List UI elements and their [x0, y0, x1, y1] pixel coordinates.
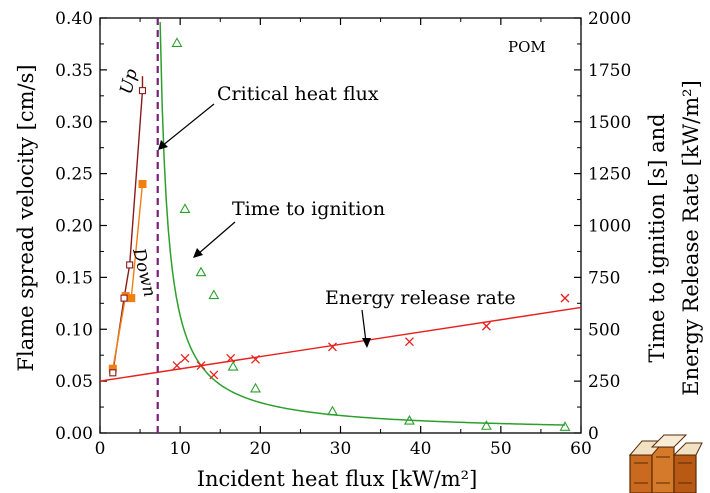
energy-release-marker-stroke [196, 361, 206, 371]
y-left-tick-label: 0.40 [55, 9, 93, 29]
y-axis-left-title: Flame spread velocity [cm/s] [14, 64, 38, 371]
energy-release-marker [180, 353, 190, 363]
up-marker [138, 87, 147, 95]
energy-release-arrowhead [362, 338, 371, 348]
down-marker [127, 294, 136, 303]
y-right-tick-label: 0 [588, 424, 599, 444]
critical-heat-flux-arrowhead [158, 140, 168, 150]
time-to-ignition-fit-curve [159, 22, 565, 426]
tick-labels: 0 10 20 30 40 50 60 0.00 0.05 0.10 0.15 0.20 0.25 0.3… [55, 9, 631, 459]
energy-release-marker-stroke [481, 321, 491, 331]
fit-curves [99, 18, 582, 433]
time-to-ignition-marker [327, 405, 338, 416]
x-tick-label: 40 [410, 439, 432, 459]
ticks [99, 17, 582, 434]
x-tick-label: 30 [330, 439, 352, 459]
y-left-tick-label: 0.25 [55, 165, 93, 185]
energy-release-marker-stroke [251, 354, 260, 364]
energy-release-marker [226, 353, 236, 363]
energy-release-marker-stroke [172, 361, 182, 371]
x-tick-label: 10 [169, 439, 191, 459]
y-left-tick-label: 0.15 [55, 268, 93, 288]
y-left-tick-label: 0.35 [55, 61, 93, 81]
time-to-ignition-arrow [197, 221, 236, 255]
y-axis-right-title-line2: Energy Release Rate [kW/m²] [679, 80, 703, 396]
y-right-tick-label: 1750 [588, 61, 631, 81]
material-label: POM [508, 38, 546, 56]
x-axis-title: Incident heat flux [kW/m²] [197, 467, 478, 491]
energy-release-marker [209, 370, 219, 380]
energy-release-marker [328, 342, 337, 352]
energy-release-marker-stroke [180, 353, 190, 363]
energy-release-marker [404, 337, 414, 347]
energy-release-marker [196, 361, 206, 371]
x-tick-label: 60 [570, 439, 592, 459]
energy-release-marker [560, 293, 570, 303]
time-to-ignition-marker [179, 203, 191, 213]
energy-release-marker [481, 321, 491, 331]
time-to-ignition-label: Time to ignition [232, 198, 385, 220]
y-right-tick-label: 750 [588, 268, 620, 288]
y-left-tick-label: 0.30 [55, 113, 93, 133]
x-tick-label: 20 [250, 439, 272, 459]
y-right-tick-label: 1250 [588, 165, 631, 185]
energy-release-label: Energy release rate [325, 287, 516, 309]
critical-heat-flux-label: Critical heat flux [217, 83, 379, 105]
energy-release-marker [251, 354, 260, 364]
time-to-ignition-arrowhead [193, 248, 203, 258]
y-axis-right-title-line1: Time to ignition [s] and [645, 113, 669, 362]
time-to-ignition-marker [208, 289, 220, 300]
time-to-ignition-marker [404, 414, 415, 425]
energy-release-marker-stroke [209, 370, 219, 380]
time-to-ignition-marker [195, 266, 207, 277]
down-marker [138, 180, 147, 188]
energy-release-marker-stroke [404, 337, 414, 347]
energy-release-marker-stroke [328, 342, 337, 352]
energy-release-fit-line [99, 306, 582, 382]
time-to-ignition-marker [559, 421, 571, 431]
energy-release-marker [172, 361, 182, 371]
time-to-ignition-marker [250, 382, 261, 393]
y-right-tick-label: 2000 [588, 9, 631, 29]
data-markers [108, 37, 571, 431]
y-left-tick-label: 0.10 [55, 320, 93, 340]
energy-release-marker-stroke [226, 353, 236, 363]
up-marker [120, 294, 128, 302]
energy-release-arrow [361, 309, 367, 343]
y-left-tick-label: 0.20 [55, 217, 93, 237]
annotations: POM Critical heat flux Time to ignition Ene… [116, 38, 546, 348]
x-tick-label: 50 [490, 439, 512, 459]
x-tick-label: 0 [95, 439, 106, 459]
time-to-ignition-marker [480, 420, 492, 430]
critical-heat-flux-arrow [161, 103, 215, 147]
up-label: Up [116, 67, 142, 96]
time-to-ignition-marker [227, 360, 239, 371]
energy-release-marker-stroke [560, 293, 570, 303]
y-right-tick-label: 1000 [588, 217, 631, 237]
up-marker [109, 369, 117, 377]
up-marker [126, 261, 134, 269]
y-left-tick-label: 0.00 [55, 424, 93, 444]
books-logo [628, 434, 703, 493]
y-right-tick-label: 250 [588, 372, 620, 392]
y-right-tick-label: 500 [588, 320, 620, 340]
time-to-ignition-marker [171, 37, 183, 47]
y-right-tick-label: 1500 [588, 113, 631, 133]
y-left-tick-label: 0.05 [55, 372, 93, 392]
